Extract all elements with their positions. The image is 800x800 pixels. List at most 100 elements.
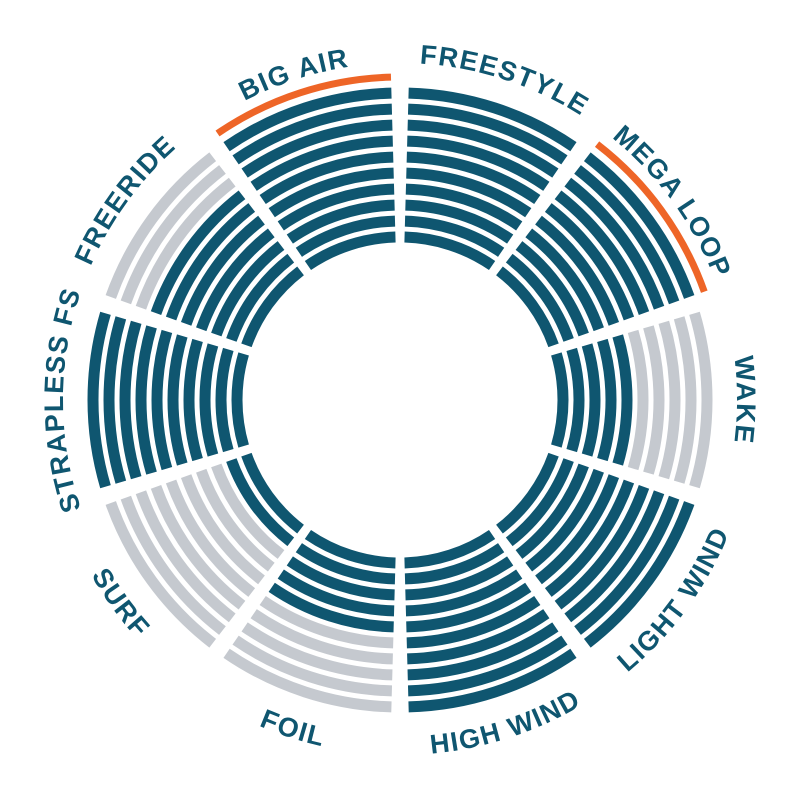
rating-ring-light-wind-7: [554, 485, 650, 610]
segment-light-wind: [496, 452, 695, 648]
rating-ring-wake-10: [689, 311, 713, 489]
rating-ring-freeride-8: [135, 177, 236, 310]
rating-ring-foil-7: [250, 609, 393, 665]
rating-ring-mega-loop-9: [574, 165, 680, 305]
rating-ring-big-air-2: [295, 215, 396, 257]
rating-ring-light-wind-3: [515, 463, 589, 559]
rating-ring-surf-7: [150, 485, 246, 610]
rating-ring-high-wind-4: [405, 569, 523, 617]
rating-ring-mega-loop-5: [535, 215, 620, 326]
rating-ring-high-wind-2: [404, 543, 505, 585]
highlight-arc-big-air: [215, 73, 392, 137]
label-wake: WAKE: [728, 354, 761, 445]
rating-ring-high-wind-5: [406, 582, 532, 633]
rating-ring-light-wind-1: [496, 452, 559, 534]
rating-ring-mega-loop-1: [496, 266, 559, 348]
rating-ring-big-air-10: [223, 87, 392, 152]
rating-ring-strapless-fs-10: [87, 311, 111, 489]
rating-ring-big-air-6: [259, 151, 394, 205]
rating-ring-surf-5: [180, 474, 265, 585]
rating-ring-strapless-fs-8: [119, 320, 142, 480]
rating-ring-strapless-fs-1: [231, 352, 249, 448]
rating-ring-freestyle-8: [407, 119, 559, 178]
rating-ring-big-air-9: [232, 103, 393, 165]
rating-ring-freeride-6: [165, 203, 256, 321]
rating-ring-high-wind-1: [404, 529, 496, 569]
rating-ring-mega-loop-4: [525, 228, 604, 332]
rating-ring-freeride-3: [211, 241, 285, 337]
rating-ring-foil-8: [241, 622, 393, 681]
rating-ring-surf-6: [165, 479, 256, 597]
rating-ring-freestyle-4: [405, 183, 523, 231]
rating-ring-foil-6: [259, 595, 394, 649]
rating-rings: [87, 87, 713, 713]
rating-ring-light-wind-6: [544, 479, 635, 597]
rating-ring-surf-8: [135, 490, 236, 623]
rating-ring-strapless-fs-6: [151, 329, 173, 471]
rating-ring-mega-loop-6: [544, 203, 635, 321]
segment-high-wind: [404, 529, 577, 713]
rating-ring-light-wind-10: [583, 501, 695, 648]
rating-ring-wake-5: [612, 334, 633, 466]
rating-ring-light-wind-9: [574, 495, 680, 635]
label-strapless-fs: STRAPLESS FS: [39, 284, 87, 517]
rating-ring-freeride-7: [150, 190, 246, 315]
rating-ring-freestyle-3: [405, 199, 514, 244]
rating-ring-high-wind-8: [407, 622, 559, 681]
rating-ring-big-air-3: [286, 199, 395, 244]
rating-ring-wake-9: [673, 316, 697, 484]
rating-ring-high-wind-7: [407, 609, 550, 665]
rating-ring-freeride-5: [180, 215, 265, 326]
rating-ring-mega-loop-8: [564, 177, 665, 310]
rating-ring-freeride-4: [196, 228, 275, 332]
rating-ring-freestyle-2: [404, 215, 505, 257]
rating-ring-strapless-fs-2: [215, 347, 234, 453]
rating-ring-freeride-2: [226, 253, 295, 342]
segment-foil: [223, 529, 396, 713]
rating-ring-high-wind-6: [406, 595, 541, 649]
rating-ring-freeride-1: [241, 266, 304, 348]
rating-ring-surf-9: [120, 495, 226, 635]
rating-ring-high-wind-10: [408, 648, 577, 713]
rating-ring-wake-2: [566, 347, 585, 453]
label-high-wind: HIGH WIND: [428, 684, 585, 760]
highlight-arcs: [215, 73, 708, 293]
rating-ring-light-wind-2: [505, 458, 574, 547]
rating-ring-freestyle-7: [407, 135, 550, 191]
rating-ring-big-air-1: [304, 231, 396, 271]
segment-surf: [105, 452, 304, 648]
rating-ring-light-wind-5: [535, 474, 620, 585]
rating-ring-wake-4: [597, 338, 617, 462]
rating-ring-high-wind-9: [407, 635, 568, 697]
rating-ring-surf-4: [196, 468, 275, 572]
rating-ring-big-air-4: [277, 183, 395, 231]
segment-big-air: [223, 87, 396, 271]
rating-ring-mega-loop-7: [554, 190, 650, 315]
rating-ring-surf-3: [211, 463, 285, 559]
rating-ring-freeride-9: [120, 165, 226, 305]
rating-ring-freestyle-5: [406, 167, 532, 218]
rating-ring-wake-3: [581, 343, 601, 457]
rating-ring-surf-2: [226, 458, 295, 547]
rating-ring-light-wind-4: [525, 468, 604, 572]
segment-strapless-fs: [87, 311, 249, 489]
rating-ring-foil-5: [268, 582, 394, 633]
rating-ring-foil-1: [304, 529, 396, 569]
rating-ring-wake-6: [627, 329, 649, 471]
rating-ring-high-wind-3: [405, 556, 514, 601]
rating-ring-mega-loop-2: [505, 253, 574, 342]
rating-ring-mega-loop-10: [583, 152, 695, 299]
segment-wake: [551, 311, 713, 489]
rating-ring-strapless-fs-4: [183, 338, 203, 462]
label-foil: FOIL: [256, 704, 328, 753]
segment-mega-loop: [496, 152, 695, 348]
rating-ring-big-air-8: [241, 119, 393, 178]
rating-ring-wake-7: [643, 325, 665, 475]
rating-ring-freestyle-6: [406, 151, 541, 205]
rating-ring-wake-8: [658, 320, 681, 480]
rating-ring-freestyle-1: [404, 231, 496, 271]
rating-ring-foil-10: [223, 648, 392, 713]
